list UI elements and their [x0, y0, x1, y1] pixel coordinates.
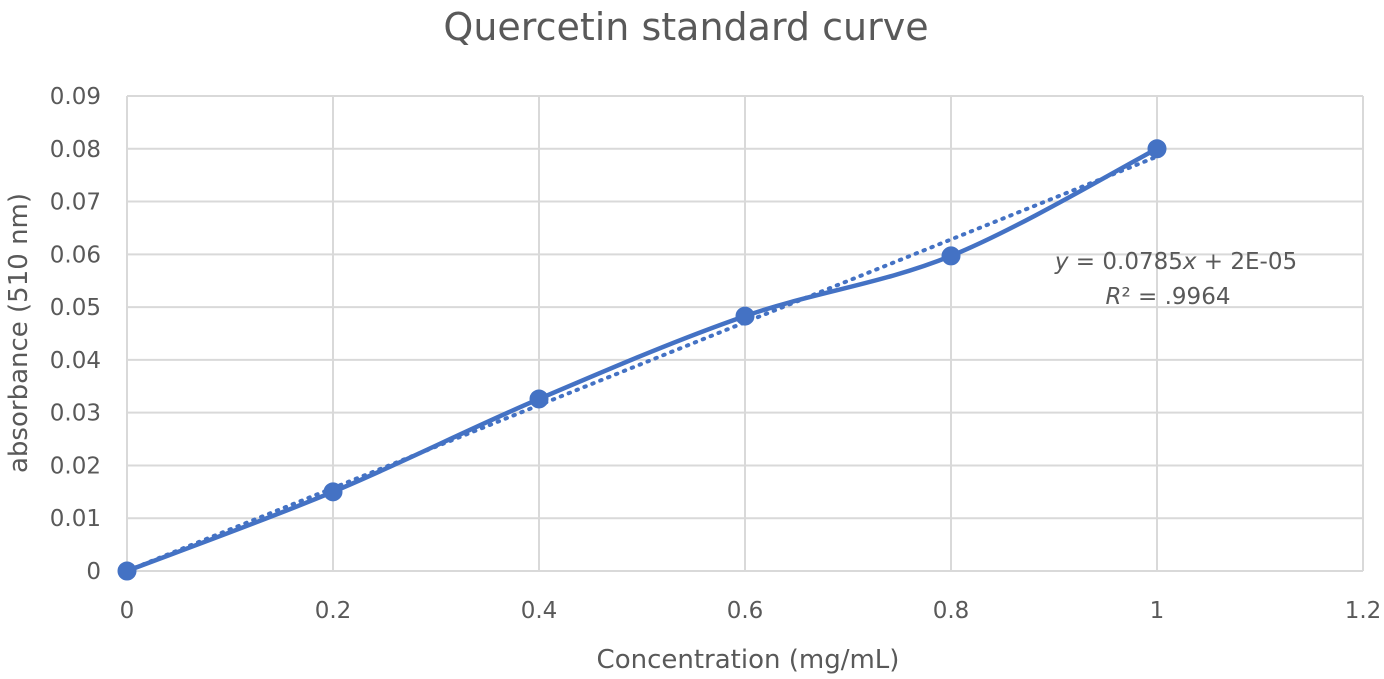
- y-tick-label: 0.05: [50, 295, 101, 321]
- x-tick-label: 0.2: [315, 598, 352, 624]
- data-markers: [117, 139, 1167, 581]
- y-tick-label: 0.09: [50, 84, 101, 110]
- x-axis-label: Concentration (mg/mL): [597, 645, 900, 675]
- series-line: [124, 146, 1160, 574]
- equation-y-var: y: [1054, 249, 1069, 275]
- x-tick-label: 1.2: [1345, 598, 1382, 624]
- y-tick-label: 0: [86, 559, 101, 585]
- x-tick-label: 1: [1150, 598, 1165, 624]
- r-squared-var: R: [1106, 284, 1122, 310]
- equation-part-1: = 0.0785: [1069, 249, 1183, 275]
- y-tick-label: 0.03: [50, 401, 101, 427]
- chart-title: Quercetin standard curve: [443, 5, 928, 49]
- y-tick-label: 0.08: [50, 137, 101, 163]
- y-tick-label: 0.02: [50, 453, 101, 479]
- data-point: [117, 561, 137, 581]
- x-tick-label: 0.4: [521, 598, 558, 624]
- x-tick-label: 0.8: [933, 598, 970, 624]
- x-tick-label: 0: [120, 598, 135, 624]
- y-tick-labels: 0 0.01 0.02 0.03 0.04 0.05 0.06 0.07 0.08 0.09: [50, 84, 101, 585]
- equation-part-2: + 2E-05: [1197, 249, 1298, 275]
- r-squared-text: R² = .9964: [1106, 284, 1231, 310]
- y-tick-label: 0.04: [50, 348, 101, 374]
- data-point: [529, 389, 549, 409]
- y-tick-label: 0.06: [50, 242, 101, 268]
- x-tick-label: 0.6: [727, 598, 764, 624]
- y-tick-label: 0.01: [50, 506, 101, 532]
- trendline-equation: y = 0.0785x + 2E-05 R² = .9964: [1054, 249, 1297, 310]
- data-point: [1147, 139, 1167, 159]
- r-squared-value: ² = .9964: [1122, 284, 1231, 310]
- y-tick-label: 0.07: [50, 190, 101, 216]
- trendline: [125, 154, 1159, 573]
- data-point: [323, 482, 343, 502]
- data-point: [735, 306, 755, 326]
- equation-text: y = 0.0785x + 2E-05: [1054, 249, 1297, 275]
- data-point: [941, 246, 961, 266]
- y-axis-label: absorbance (510 nm): [4, 193, 34, 473]
- x-tick-labels: 0 0.2 0.4 0.6 0.8 1 1.2: [120, 598, 1382, 624]
- equation-x-var: x: [1182, 249, 1197, 275]
